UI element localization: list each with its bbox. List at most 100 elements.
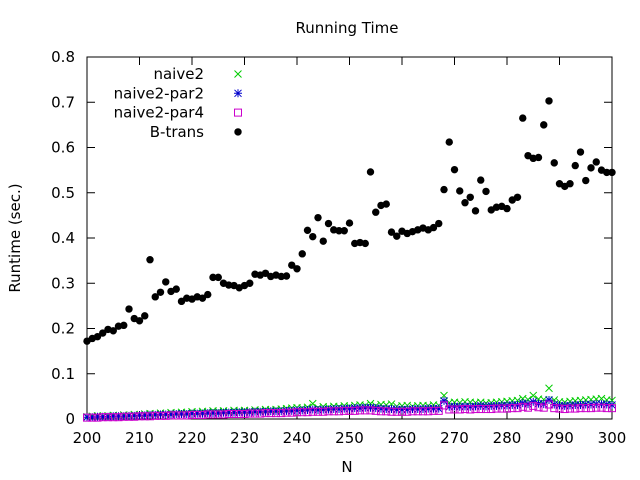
data-point <box>445 138 453 146</box>
x-tick-label: 210 <box>125 429 154 447</box>
data-point <box>177 411 186 420</box>
data-point <box>440 396 448 405</box>
data-point <box>571 161 579 170</box>
data-point <box>193 410 202 419</box>
x-axis-title: N <box>341 458 352 476</box>
data-point <box>545 384 553 393</box>
data-point <box>251 409 259 418</box>
data-point <box>466 193 474 201</box>
data-point <box>482 405 490 414</box>
data-point <box>356 406 364 415</box>
data-point <box>119 412 128 421</box>
data-point <box>372 208 380 216</box>
data-point <box>261 409 270 418</box>
legend-marker <box>234 108 242 117</box>
data-point <box>392 407 401 416</box>
data-point <box>98 412 107 421</box>
data-point <box>445 402 454 411</box>
data-point <box>214 410 223 419</box>
legend-label: naive2-par4 <box>114 104 204 122</box>
legend-marker <box>234 128 242 136</box>
data-point <box>161 410 170 419</box>
data-point <box>319 405 328 414</box>
data-point <box>303 408 312 417</box>
data-point <box>345 406 354 415</box>
data-point <box>366 168 375 176</box>
data-point <box>314 407 322 416</box>
y-tick-label: 0.4 <box>51 229 75 247</box>
data-point <box>282 272 291 280</box>
data-point <box>245 408 254 417</box>
data-point <box>461 402 469 411</box>
data-points <box>83 97 616 422</box>
data-point <box>513 193 522 201</box>
data-point <box>366 403 375 412</box>
data-point <box>382 200 390 208</box>
data-point <box>146 410 154 419</box>
x-tick-label: 300 <box>598 429 627 447</box>
y-tick-label: 0.3 <box>51 274 75 292</box>
data-point <box>529 397 538 406</box>
data-point <box>524 403 532 412</box>
y-tick-label: 0.8 <box>51 48 75 66</box>
data-point <box>471 402 480 411</box>
chart-title: Running Time <box>296 19 399 37</box>
data-point <box>450 405 459 414</box>
data-point <box>230 408 238 417</box>
data-point <box>256 409 265 418</box>
data-point <box>361 403 370 412</box>
data-point <box>587 404 595 413</box>
axis-ticks: 200 210 220 230 240 250 260 270 280 290 300 0 0.1 0.2… <box>51 48 626 447</box>
data-point <box>329 407 338 416</box>
data-point <box>251 407 259 416</box>
data-point <box>125 411 133 420</box>
data-point <box>293 408 301 417</box>
data-point <box>540 121 548 129</box>
data-point <box>361 406 370 415</box>
data-point <box>303 226 312 235</box>
y-tick-label: 0.1 <box>51 365 75 383</box>
data-point <box>109 327 117 335</box>
data-point <box>235 408 244 417</box>
data-point <box>172 411 181 420</box>
data-point <box>413 405 422 414</box>
data-point <box>214 273 222 282</box>
data-point <box>597 403 606 412</box>
data-point <box>93 332 102 341</box>
data-point <box>172 410 181 419</box>
data-point <box>282 408 291 417</box>
data-point <box>408 405 417 414</box>
data-point <box>182 410 191 419</box>
legend-label: naive2 <box>153 65 204 83</box>
data-point <box>156 288 165 296</box>
data-point <box>335 227 343 235</box>
data-point <box>319 237 327 245</box>
data-point <box>198 410 207 419</box>
data-point <box>114 413 123 422</box>
data-point <box>382 407 391 416</box>
data-point <box>392 405 401 414</box>
legend-label: naive2-par2 <box>114 84 204 102</box>
data-point <box>93 413 102 422</box>
data-point <box>371 406 380 415</box>
data-point <box>203 410 212 419</box>
y-tick-label: 0.7 <box>51 93 75 111</box>
data-point <box>120 321 128 330</box>
data-point <box>156 411 165 420</box>
data-point <box>140 411 149 420</box>
data-point <box>377 407 385 416</box>
data-point <box>477 176 485 184</box>
data-point <box>314 405 322 414</box>
data-point <box>266 409 275 418</box>
data-point <box>456 187 464 195</box>
data-point <box>603 168 611 177</box>
legend-label: B-trans <box>150 123 204 141</box>
data-point <box>277 407 286 416</box>
data-point <box>151 410 160 419</box>
data-point <box>182 411 191 420</box>
data-point <box>387 407 396 416</box>
data-point <box>335 405 343 414</box>
data-point <box>99 329 107 337</box>
data-point <box>434 406 443 415</box>
